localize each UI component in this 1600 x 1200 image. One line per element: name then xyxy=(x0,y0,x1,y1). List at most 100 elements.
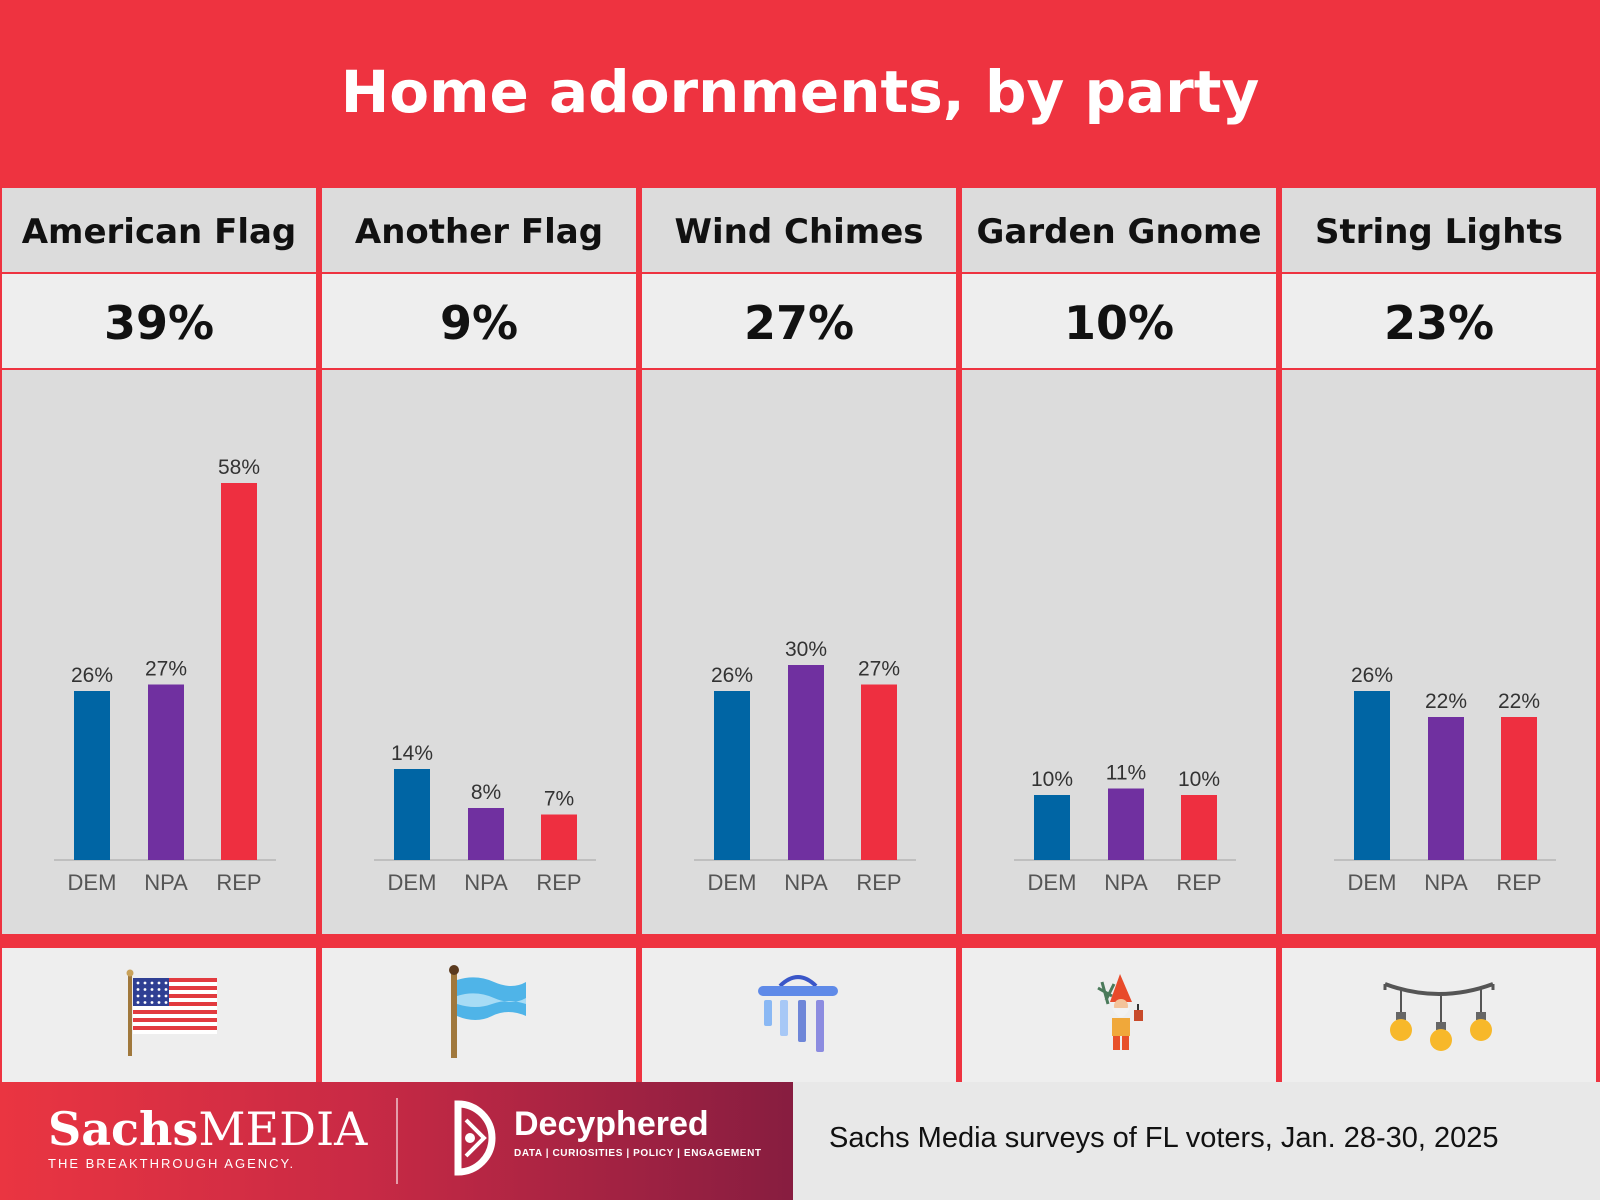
source-box: Sachs Media surveys of FL voters, Jan. 2… xyxy=(793,1082,1600,1200)
panel-total: 39% xyxy=(103,296,215,350)
panel-wind-chimes: Wind Chimes 27% 26% DEM 30% NPA 27% REP xyxy=(642,188,956,1082)
x-tick-label-rep: REP xyxy=(536,870,581,895)
panel-title: American Flag xyxy=(21,212,297,252)
bar-value-label-npa: 22% xyxy=(1425,690,1467,713)
bar-chart: 26% DEM 30% NPA 27% REP xyxy=(694,638,916,895)
chart-panels: American Flag 39% 26% DEM 27% NPA 58% REP Anothe… xyxy=(0,188,1600,1082)
bar-chart: 26% DEM 27% NPA 58% REP xyxy=(54,456,276,895)
panel-title-cell: String Lights xyxy=(1282,188,1596,272)
bar-rep xyxy=(221,483,257,860)
panel-total-cell: 23% xyxy=(1282,274,1596,368)
american-flag-icon xyxy=(126,969,217,1056)
panel-icon-cell xyxy=(322,948,636,1082)
bar-npa xyxy=(788,665,824,860)
panel-chart-cell: 26% DEM 22% NPA 22% REP xyxy=(1282,370,1596,934)
bar-npa xyxy=(148,684,184,860)
panel-american-flag: American Flag 39% 26% DEM 27% NPA 58% REP xyxy=(2,188,316,1082)
bar-rep xyxy=(1501,717,1537,860)
bar-dem xyxy=(714,691,750,860)
bar-npa xyxy=(468,808,504,860)
panel-total: 23% xyxy=(1383,296,1495,350)
panel-chart-cell: 26% DEM 30% NPA 27% REP xyxy=(642,370,956,934)
x-tick-label-dem: DEM xyxy=(68,870,117,895)
sachs-media-logo: SachsMEDIA THE BREAKTHROUGH AGENCY. xyxy=(48,1104,367,1171)
bar-rep xyxy=(541,814,577,860)
decyphered-logo: Decyphered DATA | CURIOSITIES | POLICY |… xyxy=(514,1104,762,1159)
bar-npa xyxy=(1108,788,1144,860)
bar-value-label-rep: 27% xyxy=(858,658,900,681)
sachs-wordmark-bold: Sachs xyxy=(48,1102,199,1156)
panel-total: 9% xyxy=(439,296,519,350)
header-banner: Home adornments, by party xyxy=(0,0,1600,188)
sachs-tagline: THE BREAKTHROUGH AGENCY. xyxy=(48,1156,296,1171)
blue-flag-icon xyxy=(449,965,526,1058)
source-note: Sachs Media surveys of FL voters, Jan. 2… xyxy=(829,1122,1499,1154)
bar-value-label-rep: 7% xyxy=(544,788,574,811)
panel-total: 10% xyxy=(1063,296,1175,350)
panel-title: Another Flag xyxy=(354,212,604,252)
bar-value-label-rep: 58% xyxy=(218,456,260,479)
bar-npa xyxy=(1428,717,1464,860)
x-tick-label-dem: DEM xyxy=(1028,870,1077,895)
panel-garden-gnome: Garden Gnome 10% 10% DEM 11% NPA 10% REP xyxy=(962,188,1276,1082)
bar-value-label-dem: 26% xyxy=(71,664,113,687)
panel-total-cell: 39% xyxy=(2,274,316,368)
panel-chart-cell: 26% DEM 27% NPA 58% REP xyxy=(2,370,316,934)
bar-dem xyxy=(1354,691,1390,860)
bar-chart: 26% DEM 22% NPA 22% REP xyxy=(1334,664,1556,895)
bar-value-label-rep: 10% xyxy=(1178,768,1220,791)
x-tick-label-rep: REP xyxy=(1496,870,1541,895)
bar-dem xyxy=(394,769,430,860)
footer-brand-strip: SachsMEDIA THE BREAKTHROUGH AGENCY. Decy… xyxy=(0,1082,793,1200)
panel-icon-cell xyxy=(1282,948,1596,1082)
bar-value-label-dem: 10% xyxy=(1031,768,1073,791)
bar-value-label-npa: 27% xyxy=(145,658,187,681)
panel-icon-cell xyxy=(962,948,1276,1082)
decyphered-tagline: DATA | CURIOSITIES | POLICY | ENGAGEMENT xyxy=(514,1148,762,1159)
x-tick-label-npa: NPA xyxy=(784,870,828,895)
panel-chart-cell: 10% DEM 11% NPA 10% REP xyxy=(962,370,1276,934)
panel-title: String Lights xyxy=(1315,212,1563,252)
panel-total-cell: 27% xyxy=(642,274,956,368)
bar-value-label-npa: 11% xyxy=(1106,762,1146,785)
panel-string-lights: String Lights 23% 26% DEM 22% NPA 22% REP xyxy=(1282,188,1596,1082)
bar-value-label-rep: 22% xyxy=(1498,690,1540,713)
panel-total-cell: 10% xyxy=(962,274,1276,368)
panel-title-cell: Another Flag xyxy=(322,188,636,272)
wind-chimes-icon xyxy=(758,975,838,1052)
panel-title-cell: Wind Chimes xyxy=(642,188,956,272)
x-tick-label-npa: NPA xyxy=(1104,870,1148,895)
garden-gnome-icon xyxy=(1097,974,1143,1050)
panel-title-cell: American Flag xyxy=(2,188,316,272)
string-lights-icon xyxy=(1383,982,1495,1051)
x-tick-label-npa: NPA xyxy=(144,870,188,895)
x-tick-label-rep: REP xyxy=(216,870,261,895)
page-title: Home adornments, by party xyxy=(340,58,1260,126)
panel-icon-cell xyxy=(2,948,316,1082)
bar-value-label-dem: 26% xyxy=(711,664,753,687)
x-tick-label-npa: NPA xyxy=(464,870,508,895)
bar-dem xyxy=(1034,795,1070,860)
bar-value-label-dem: 26% xyxy=(1351,664,1393,687)
x-tick-label-dem: DEM xyxy=(1348,870,1397,895)
panel-title: Wind Chimes xyxy=(674,212,924,252)
x-tick-label-rep: REP xyxy=(1176,870,1221,895)
bar-value-label-npa: 8% xyxy=(471,781,501,804)
panel-another-flag: Another Flag 9% 14% DEM 8% NPA 7% REP xyxy=(322,188,636,1082)
panel-total-cell: 9% xyxy=(322,274,636,368)
bar-rep xyxy=(861,684,897,860)
bar-value-label-dem: 14% xyxy=(391,742,433,765)
decyphered-mark-icon xyxy=(454,1100,496,1176)
panel-total: 27% xyxy=(743,296,855,350)
bar-chart: 10% DEM 11% NPA 10% REP xyxy=(1014,762,1236,895)
footer: SachsMEDIA THE BREAKTHROUGH AGENCY. Decy… xyxy=(0,1082,1600,1200)
footer-divider xyxy=(396,1098,398,1184)
panel-icon-cell xyxy=(642,948,956,1082)
bar-value-label-npa: 30% xyxy=(785,638,827,661)
bar-chart: 14% DEM 8% NPA 7% REP xyxy=(374,742,596,895)
x-tick-label-npa: NPA xyxy=(1424,870,1468,895)
decyphered-wordmark: Decyphered xyxy=(514,1105,709,1143)
x-tick-label-rep: REP xyxy=(856,870,901,895)
x-tick-label-dem: DEM xyxy=(708,870,757,895)
panel-title: Garden Gnome xyxy=(976,212,1262,252)
